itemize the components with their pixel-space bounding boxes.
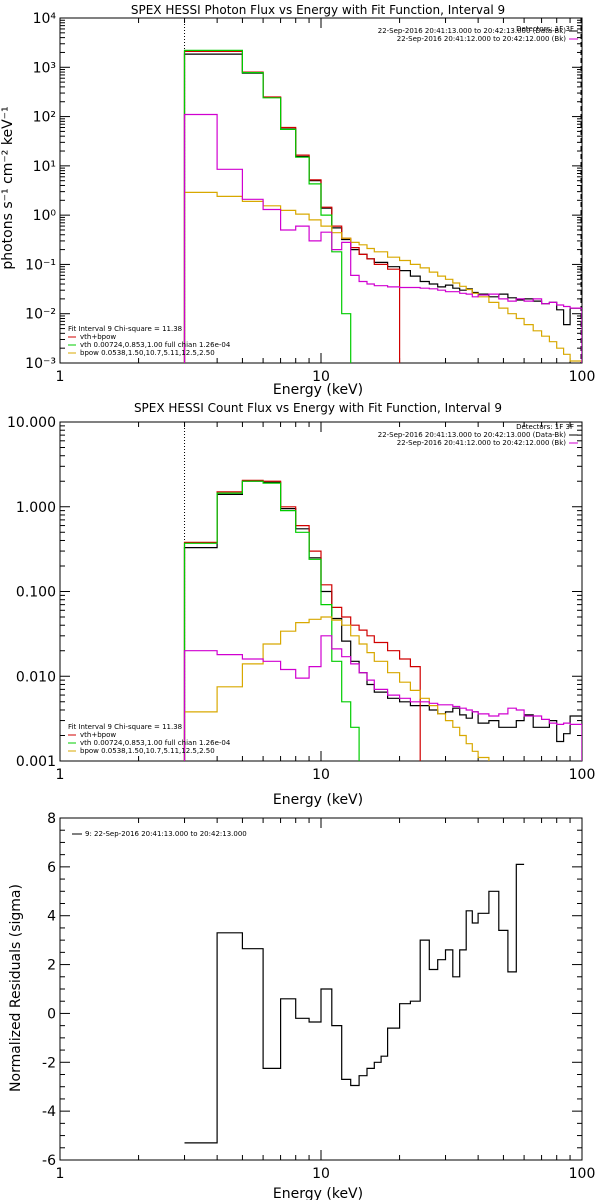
legend-fit-label: vth 0.00724,0.853,1.00 full chian 1.26e-… [80, 739, 231, 747]
series-bpow [183, 616, 490, 761]
x-tick-label: 1 [56, 369, 65, 385]
y-tick-label: 10⁻² [25, 307, 56, 323]
count-flux-xlabel: Energy (keV) [273, 792, 363, 808]
x-tick-label: 10 [312, 1166, 330, 1182]
series-group [184, 863, 525, 1144]
series-data-bk [183, 53, 582, 363]
x-tick-label: 1 [56, 767, 65, 783]
y-tick-label: 0.010 [16, 669, 56, 685]
y-tick-label: 2 [47, 958, 56, 974]
y-tick-label: 6 [47, 860, 56, 876]
series-group [183, 479, 582, 761]
series-data-bk [183, 480, 582, 761]
y-tick-label: 10⁻³ [25, 356, 56, 372]
photon-flux-title: SPEX HESSI Photon Flux vs Energy with Fi… [131, 3, 505, 17]
series-group [183, 49, 582, 363]
photon-flux-plot: 1 10 100 10⁻³ 10⁻² 10⁻¹ 10⁰ 10¹ 10² 10³ 10⁴ 22-Sep-… [25, 11, 595, 385]
count-flux-title: SPEX HESSI Count Flux vs Energy with Fit… [134, 401, 502, 415]
y-tick-label: 8 [47, 811, 56, 827]
series-vth [183, 480, 360, 761]
y-tick-label: 0 [47, 1006, 56, 1022]
residuals-xlabel: Energy (keV) [273, 1186, 363, 1200]
residuals-ylabel: Normalized Residuals (sigma) [8, 884, 24, 1092]
photon-flux-xlabel: Energy (keV) [273, 382, 363, 398]
photon-flux-panel: SPEX HESSI Photon Flux vs Energy with Fi… [0, 3, 595, 398]
photon-flux-ylabel: photons s⁻¹ cm⁻² keV⁻¹ [0, 106, 16, 269]
series-vth-bpow [183, 479, 421, 761]
y-tick-label: 10² [33, 110, 56, 126]
series-vth [183, 49, 352, 363]
legend-fit-title: Fit Interval 9 Chi-square = 11.38 [68, 325, 182, 333]
series-bk [183, 635, 582, 761]
legend-fit-label: vth 0.00724,0.853,1.00 full chian 1.26e-… [80, 341, 231, 349]
count-flux-plot: 1 10 100 0.001 0.010 0.100 1.000 10.000 22-Sep-2… [7, 415, 595, 783]
legend-fit-label: bpow 0.0538,1.50,10.7,5.11,12.5,2.50 [80, 349, 215, 357]
y-tick-label: -4 [42, 1104, 56, 1120]
series-bpow [183, 191, 582, 363]
y-tick-label: -2 [42, 1055, 56, 1071]
y-tick-label: -6 [42, 1153, 56, 1169]
y-tick-label: 1.000 [16, 500, 56, 516]
x-tick-label: 10 [312, 767, 330, 783]
y-tick-label: 10⁴ [33, 11, 57, 27]
legend-fit-label: vth+bpow [80, 731, 116, 739]
series-bk [183, 113, 582, 363]
legend-top-label: 22-Sep-2016 20:41:12.000 to 20:42:12.000… [397, 35, 567, 43]
x-tick-label: 10 [312, 369, 330, 385]
y-tick-label: 0.001 [16, 754, 56, 770]
y-tick-label: 0.100 [16, 585, 56, 601]
series-vth-bpow [183, 50, 401, 363]
legend-top-label: 22-Sep-2016 20:41:13.000 to 20:42:13.000… [378, 27, 567, 35]
legend-fit-title: Fit Interval 9 Chi-square = 11.38 [68, 723, 182, 731]
series-residuals [184, 863, 525, 1144]
legend-residual-label: 9: 22-Sep-2016 20:41:13.000 to 20:42:13.… [85, 830, 247, 838]
y-tick-label: 10³ [33, 60, 56, 76]
residuals-panel: Energy (keV) Normalized Residuals (sigma… [8, 811, 595, 1200]
y-tick-label: 10⁻¹ [25, 257, 56, 273]
x-tick-label: 1 [56, 1166, 65, 1182]
y-tick-label: 10.000 [7, 415, 56, 431]
count-flux-panel: SPEX HESSI Count Flux vs Energy with Fit… [7, 401, 595, 808]
y-tick-label: 10¹ [33, 159, 56, 175]
photon-flux-detectors: Detectors: 1F 3F [516, 25, 574, 33]
residuals-plot: 1 10 100 -6 -4 -2 0 2 4 6 8 9: 22-Sep-2016 20:41:13… [42, 811, 595, 1182]
x-tick-label: 100 [569, 1166, 596, 1182]
y-tick-label: 4 [47, 909, 56, 925]
legend-top-label: 22-Sep-2016 20:41:13.000 to 20:42:13.000… [378, 431, 567, 439]
legend-fit-label: bpow 0.0538,1.50,10.7,5.11,12.5,2.50 [80, 747, 215, 755]
legend-top-label: 22-Sep-2016 20:41:12.000 to 20:42:12.000… [397, 439, 567, 447]
x-tick-label: 100 [569, 767, 596, 783]
count-flux-detectors: Detectors: 1F 3F [516, 423, 574, 431]
legend-fit-label: vth+bpow [80, 333, 116, 341]
x-tick-label: 100 [569, 369, 596, 385]
y-tick-label: 10⁰ [33, 208, 57, 224]
